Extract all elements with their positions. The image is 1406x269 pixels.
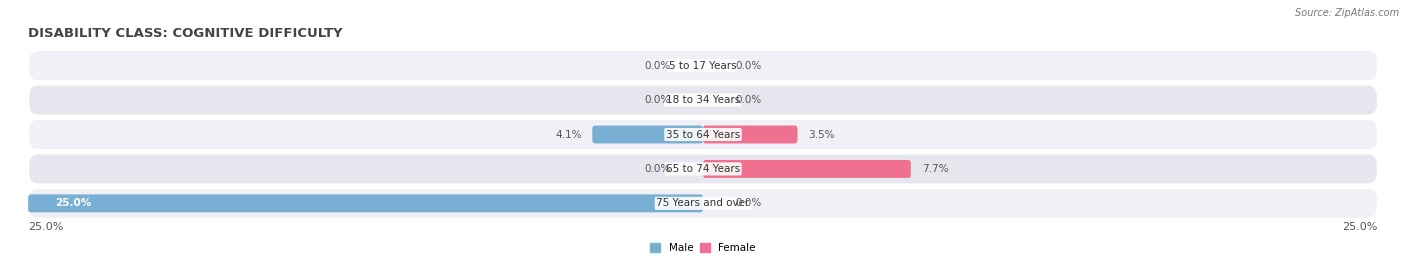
Text: 0.0%: 0.0%: [735, 61, 762, 71]
Text: 25.0%: 25.0%: [55, 198, 91, 208]
FancyBboxPatch shape: [28, 153, 1378, 185]
Text: Source: ZipAtlas.com: Source: ZipAtlas.com: [1295, 8, 1399, 18]
Text: 25.0%: 25.0%: [1343, 222, 1378, 232]
Text: 0.0%: 0.0%: [644, 95, 671, 105]
Text: 3.5%: 3.5%: [808, 129, 835, 140]
FancyBboxPatch shape: [703, 126, 797, 143]
Legend: Male, Female: Male, Female: [650, 243, 756, 253]
Text: 0.0%: 0.0%: [735, 95, 762, 105]
FancyBboxPatch shape: [28, 119, 1378, 150]
FancyBboxPatch shape: [592, 126, 703, 143]
FancyBboxPatch shape: [28, 84, 1378, 116]
Text: 35 to 64 Years: 35 to 64 Years: [666, 129, 740, 140]
FancyBboxPatch shape: [28, 50, 1378, 81]
Text: 5 to 17 Years: 5 to 17 Years: [669, 61, 737, 71]
FancyBboxPatch shape: [703, 160, 911, 178]
FancyBboxPatch shape: [28, 194, 703, 212]
Text: 0.0%: 0.0%: [644, 61, 671, 71]
Text: 4.1%: 4.1%: [555, 129, 582, 140]
Text: 18 to 34 Years: 18 to 34 Years: [666, 95, 740, 105]
Text: 7.7%: 7.7%: [922, 164, 948, 174]
Text: 0.0%: 0.0%: [735, 198, 762, 208]
Text: DISABILITY CLASS: COGNITIVE DIFFICULTY: DISABILITY CLASS: COGNITIVE DIFFICULTY: [28, 27, 343, 40]
Text: 65 to 74 Years: 65 to 74 Years: [666, 164, 740, 174]
FancyBboxPatch shape: [28, 188, 1378, 219]
Text: 0.0%: 0.0%: [644, 164, 671, 174]
Text: 25.0%: 25.0%: [28, 222, 63, 232]
Text: 75 Years and over: 75 Years and over: [657, 198, 749, 208]
